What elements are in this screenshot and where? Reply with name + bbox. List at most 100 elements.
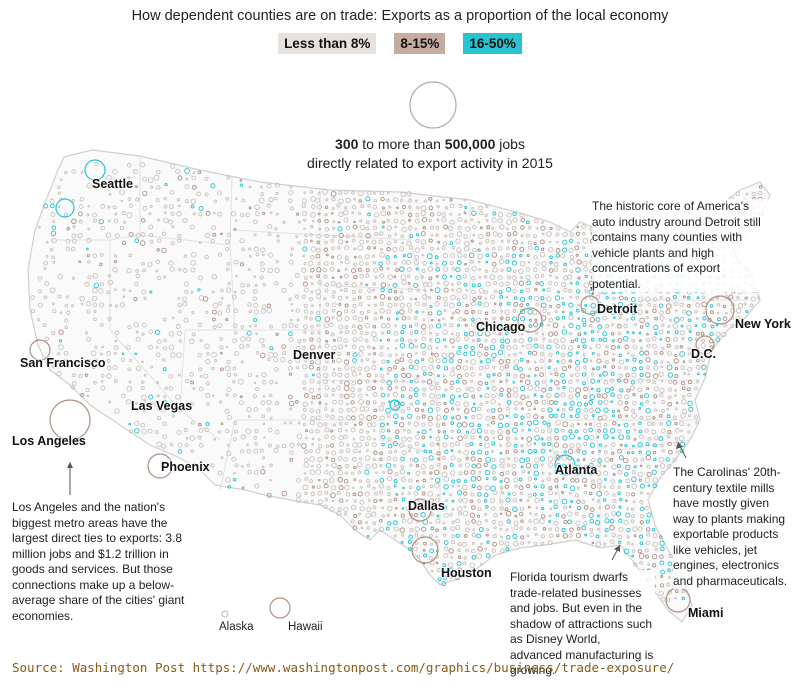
county-dot [400,191,407,198]
county-dot [141,322,147,328]
county-dot [365,233,371,239]
county-dot [344,344,348,348]
county-dot [470,260,474,264]
county-dot [526,395,530,399]
county-dot [673,301,679,307]
county-dot [395,434,400,439]
county-dot [350,415,356,421]
county-dot [385,526,390,531]
county-dot [618,311,623,316]
county-dot [169,442,174,446]
county-dot [192,462,197,467]
county-dot [457,555,462,560]
county-dot [479,394,483,398]
county-dot [427,491,433,497]
county-dot [604,457,610,463]
county-dot [346,407,351,413]
county-dot [507,232,512,237]
county-dot [618,505,622,509]
county-dot [365,226,370,231]
county-dot [498,275,503,280]
county-dot [492,534,497,539]
county-dot [261,465,265,469]
county-dot [682,295,686,299]
county-dot [365,463,371,470]
county-dot [351,456,357,462]
county-dot [561,316,566,320]
county-dot [624,366,628,370]
county-dot [568,345,574,351]
county-dot [372,360,376,364]
county-dot [463,470,469,475]
county-dot [576,379,580,383]
county-dot [350,366,356,372]
county-dot [616,323,622,329]
county-dot [563,268,568,273]
county-dot [560,413,566,418]
county-dot [255,350,260,355]
county-dot [399,210,405,215]
county-dot [357,295,362,300]
county-dot [476,514,481,518]
county-dot [654,435,659,441]
county-dot [393,449,398,454]
inset-label-hawaii: Hawaii [288,621,323,633]
county-dot [519,526,524,531]
county-dot [575,351,579,355]
county-dot [637,378,644,384]
county-dot [436,514,440,518]
county-dot [121,352,125,356]
county-dot [519,457,526,464]
county-dot [441,274,447,280]
county-dot [357,245,364,251]
county-dot [479,360,483,364]
county-dot [296,442,301,447]
county-dot [301,267,307,273]
county-dot [591,498,595,501]
county-dot [323,322,330,328]
county-dot [274,182,280,188]
county-dot [471,322,477,328]
county-dot [340,260,343,264]
county-dot [507,239,511,243]
county-dot [652,380,657,385]
county-dot [315,352,321,358]
county-dot [581,499,586,505]
county-dot [365,220,370,225]
county-dot [498,246,503,251]
county-dot [262,394,266,398]
county-dot [374,479,379,483]
county-dot [422,318,426,322]
county-dot [220,367,224,372]
county-dot [534,287,538,292]
county-dot [567,365,572,369]
county-dot [596,353,601,357]
county-dot [400,464,405,469]
county-dot [395,493,399,496]
county-dot [226,414,232,421]
county-dot [591,541,595,545]
county-dot [351,344,357,349]
county-dot [694,415,698,420]
sf-circle [29,339,51,361]
county-dot [505,510,512,517]
county-dot [463,198,467,202]
county-dot [308,387,315,393]
county-dot [184,443,189,448]
county-dot [177,234,182,239]
county-dot [568,505,572,509]
county-dot [540,225,546,231]
county-dot [315,253,321,259]
county-dot [548,331,554,337]
county-dot [443,266,449,273]
county-dot [325,198,329,202]
county-dot [622,335,629,342]
county-dot [651,429,657,435]
county-dot [352,224,358,230]
county-dot [485,533,489,537]
county-dot [406,267,412,272]
county-dot [393,484,397,488]
county-dot [520,449,524,453]
county-dot [639,395,644,399]
county-dot [183,281,189,287]
